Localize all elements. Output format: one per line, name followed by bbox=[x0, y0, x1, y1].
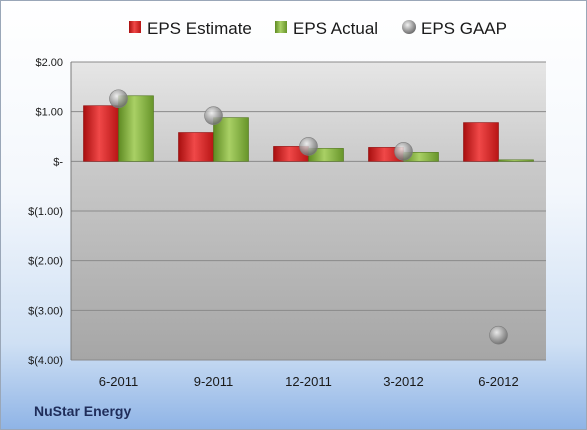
legend: EPS Estimate EPS Actual EPS GAAP bbox=[129, 19, 507, 38]
x-tick-label: 6-2012 bbox=[478, 374, 518, 389]
x-tick-label: 9-2011 bbox=[194, 374, 234, 389]
data-marks bbox=[83, 89, 534, 345]
marker-eps-gaap bbox=[204, 106, 223, 125]
bar-eps-estimate bbox=[178, 132, 214, 162]
legend-label-eps-gaap: EPS GAAP bbox=[421, 19, 507, 38]
marker-eps-gaap bbox=[109, 89, 128, 109]
y-tick-label: $(2.00) bbox=[28, 256, 63, 268]
y-axis: $2.00 $1.00 $- $(1.00) $(2.00) $(3.00) $(4.00) bbox=[28, 57, 72, 367]
legend-label-eps-estimate: EPS Estimate bbox=[147, 19, 252, 38]
marker-eps-gaap bbox=[299, 137, 318, 156]
legend-swatch-eps-estimate bbox=[129, 21, 141, 33]
bar-eps-estimate bbox=[83, 105, 119, 162]
x-tick-label: 3-2012 bbox=[383, 374, 423, 389]
marker-eps-gaap bbox=[394, 142, 413, 161]
bar-eps-actual bbox=[213, 117, 249, 162]
bar-eps-estimate bbox=[463, 122, 499, 162]
x-axis: 6-2011 9-2011 12-2011 3-2012 6-2012 bbox=[99, 374, 519, 389]
y-tick-label: $(4.00) bbox=[28, 355, 63, 367]
y-tick-label: $1.00 bbox=[35, 107, 63, 119]
bar-eps-actual bbox=[118, 95, 154, 162]
y-tick-label: $(3.00) bbox=[28, 305, 63, 317]
y-tick-label: $- bbox=[53, 156, 63, 168]
legend-swatch-eps-actual bbox=[275, 21, 287, 33]
legend-label-eps-actual: EPS Actual bbox=[293, 19, 378, 38]
x-tick-label: 12-2011 bbox=[285, 374, 332, 389]
bar-eps-actual bbox=[498, 159, 534, 162]
marker-eps-gaap bbox=[489, 325, 508, 345]
y-tick-label: $(1.00) bbox=[28, 206, 63, 218]
company-name: NuStar Energy bbox=[34, 403, 132, 419]
y-tick-label: $2.00 bbox=[35, 57, 63, 69]
x-tick-label: 6-2011 bbox=[99, 374, 139, 389]
legend-swatch-eps-gaap bbox=[402, 20, 416, 34]
